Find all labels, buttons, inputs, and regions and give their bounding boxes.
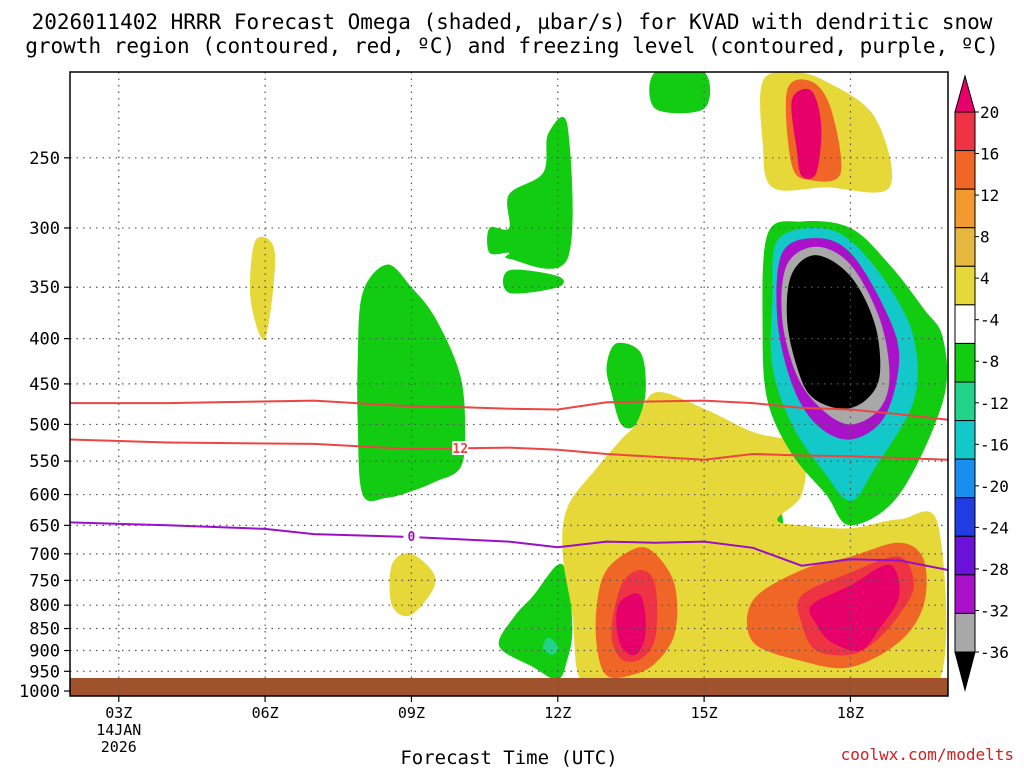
terrain-band [70,678,948,696]
colorbar-swatch [954,111,976,152]
omega-shaded-region [542,637,558,655]
colorbar-top-arrow [954,74,976,113]
x-tick-label: 09Z [398,704,425,722]
colorbar-swatch [954,381,976,422]
colorbar-swatch [954,265,976,306]
colorbar-label: 8 [980,228,990,247]
colorbar-label: -12 [980,394,1009,413]
contour-label: 0 [408,530,416,545]
colorbar-swatch [954,497,976,537]
y-tick-label: 400 [29,330,60,350]
x-tick-label: 03Z [105,704,132,722]
omega-shaded-region [498,563,573,680]
y-tick-label: 600 [29,486,60,506]
colorbar-label: 12 [980,186,999,205]
y-tick-label: 950 [29,662,60,682]
y-tick-label: 850 [29,620,60,640]
x-tick-label: 06Z [252,704,279,722]
colorbar-label: -16 [980,435,1009,454]
colorbar-swatch [954,188,976,229]
contour-line [70,399,949,421]
x-date-label: 2026 [101,738,137,756]
y-tick-label: 300 [29,219,60,239]
x-date-label: 14JAN [96,721,141,739]
contour-label-bg [452,441,469,456]
colorbar-swatch [954,574,976,614]
colorbar-label: -28 [980,560,1009,579]
y-tick-label: 450 [29,375,60,395]
colorbar-label: -20 [980,477,1009,496]
y-tick-label: 700 [29,545,60,565]
contour-line [69,521,949,571]
omega-shaded-region [357,264,466,502]
y-tick-label: 900 [29,642,60,662]
y-tick-label: 350 [29,278,60,298]
y-tick-label: 1000 [19,682,60,702]
x-axis-label: Forecast Time (UTC) [400,747,617,768]
x-tick-label: 15Z [691,704,718,722]
contour-line [69,438,949,461]
y-tick-label: 550 [29,452,60,472]
colorbar-swatch [954,150,976,190]
x-tick-label: 18Z [837,704,864,722]
omega-shaded-region [487,116,573,269]
colorbar-swatch [954,420,976,460]
colorbar-label: -36 [980,643,1009,662]
colorbar-label: 20 [980,103,999,122]
omega-shaded-region [786,255,881,409]
colorbar-label: -32 [980,601,1009,620]
omega-shaded-region [649,72,711,114]
colorbar-swatch [954,304,976,344]
shading-layer [70,72,948,696]
colorbar-label: -24 [980,518,1009,537]
y-tick-label: 500 [29,415,60,435]
omega-shaded-region [606,342,646,429]
colorbar-swatch [954,342,976,383]
omega-shaded-region [249,236,276,340]
x-tick-label: 12Z [544,704,571,722]
omega-shaded-region [502,269,564,294]
colorbar-swatch [954,227,976,267]
colorbar-swatch [954,535,976,576]
y-tick-label: 750 [29,571,60,591]
credit-link[interactable]: coolwx.com/modelts [840,745,1014,764]
colorbar-bottom-arrow [954,651,976,692]
y-tick-label: 250 [29,149,60,169]
chart-title-line-2: growth region (contoured, red, ºC) and f… [25,34,999,58]
omega-shaded-region [809,564,900,651]
colorbar-swatch [954,458,976,499]
colorbar-label: -4 [980,311,999,330]
colorbar-label: -8 [980,352,999,371]
chart-title-line-1: 2026011402 HRRR Forecast Omega (shaded, … [31,10,993,34]
y-tick-label: 650 [29,516,60,536]
omega-shaded-region [389,553,436,617]
omega-shaded-region [791,88,822,179]
colorbar-swatch [954,612,976,653]
colorbar-label: 4 [980,269,990,288]
omega-shaded-region [616,593,646,656]
colorbar-label: 16 [980,145,999,164]
contour-label: 12 [452,442,468,457]
y-tick-label: 800 [29,596,60,616]
contour-label-bg [403,528,420,543]
